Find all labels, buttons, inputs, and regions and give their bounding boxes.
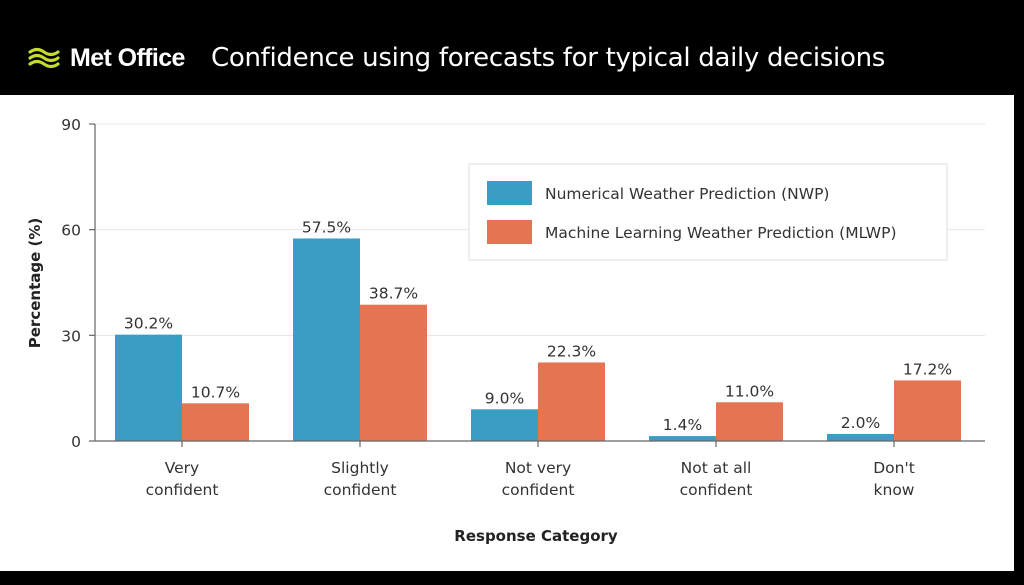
bar-mlwp xyxy=(894,380,961,441)
x-tick-label-line: Slightly xyxy=(331,459,389,477)
x-tick-label-line: Very xyxy=(165,459,199,477)
x-tick-label: Not very confident xyxy=(502,459,575,499)
bar-mlwp xyxy=(182,403,249,441)
x-tick-label: Not at all confident xyxy=(680,459,753,499)
legend-swatch-nwp xyxy=(487,181,532,205)
x-tick-label-line: confident xyxy=(680,481,753,499)
page-title: Confidence using forecasts for typical d… xyxy=(211,43,885,73)
bar-value-label-nwp: 30.2% xyxy=(124,315,173,333)
y-tick-label: 60 xyxy=(61,222,81,240)
x-tick-label: Don't know xyxy=(873,459,915,499)
brand-name: Met Office xyxy=(70,43,185,72)
met-office-logo-icon xyxy=(28,47,60,69)
x-tick-label-line: confident xyxy=(324,481,397,499)
bar-value-label-nwp: 2.0% xyxy=(841,414,880,432)
bar-mlwp xyxy=(716,402,783,441)
y-axis-ticks: 0 30 60 90 xyxy=(61,116,95,451)
legend-box xyxy=(468,163,948,261)
bar-mlwp xyxy=(538,362,605,441)
chart-panel: 0 30 60 90 30.2% 10.7% 57.5% 38.7% 9.0% 22.3% 1.4… xyxy=(0,95,1014,571)
x-tick-label-line: confident xyxy=(502,481,575,499)
bar-value-label-mlwp: 38.7% xyxy=(369,285,418,303)
bar-value-label-nwp: 57.5% xyxy=(302,218,351,236)
y-tick-label: 30 xyxy=(61,327,81,345)
bar-nwp xyxy=(649,436,716,441)
y-tick-label: 90 xyxy=(61,116,81,134)
x-tick-label-line: Not at all xyxy=(681,459,752,477)
x-tick-label-line: Don't xyxy=(873,459,915,477)
bar-nwp xyxy=(293,238,360,441)
bar-mlwp xyxy=(360,304,427,441)
y-tick-label: 0 xyxy=(71,433,81,451)
x-axis-label: Response Category xyxy=(454,527,618,545)
x-tick-label: Very confident xyxy=(146,459,219,499)
bar-chart: 0 30 60 90 30.2% 10.7% 57.5% 38.7% 9.0% 22.3% 1.4… xyxy=(26,116,985,545)
bar-value-label-nwp: 1.4% xyxy=(663,416,702,434)
bar-value-label-nwp: 9.0% xyxy=(485,389,524,407)
legend-label-nwp: Numerical Weather Prediction (NWP) xyxy=(545,185,829,203)
met-office-logo: Met Office xyxy=(28,40,185,76)
legend-label-mlwp: Machine Learning Weather Prediction (MLW… xyxy=(545,224,897,242)
bar-value-label-mlwp: 10.7% xyxy=(191,383,240,401)
x-axis-ticks: Very confident Slightly confident Not very co… xyxy=(146,441,915,499)
bars: 30.2% 10.7% 57.5% 38.7% 9.0% 22.3% 1.4% 11.0% 2.… xyxy=(115,218,961,441)
legend: Numerical Weather Prediction (NWP) Machi… xyxy=(468,163,948,261)
y-axis-label: Percentage (%) xyxy=(26,218,44,348)
x-tick-label-line: confident xyxy=(146,481,219,499)
legend-swatch-mlwp xyxy=(487,220,532,244)
bar-nwp xyxy=(115,334,182,441)
header: Met Office Confidence using forecasts fo… xyxy=(0,0,1024,95)
x-tick-label-line: know xyxy=(874,481,915,499)
x-tick-label-line: Not very xyxy=(505,459,571,477)
bar-nwp xyxy=(827,433,894,441)
x-tick-label: Slightly confident xyxy=(324,459,397,499)
bar-value-label-mlwp: 22.3% xyxy=(547,342,596,360)
bar-value-label-mlwp: 11.0% xyxy=(725,382,774,400)
bar-nwp xyxy=(471,409,538,441)
bar-value-label-mlwp: 17.2% xyxy=(903,360,952,378)
